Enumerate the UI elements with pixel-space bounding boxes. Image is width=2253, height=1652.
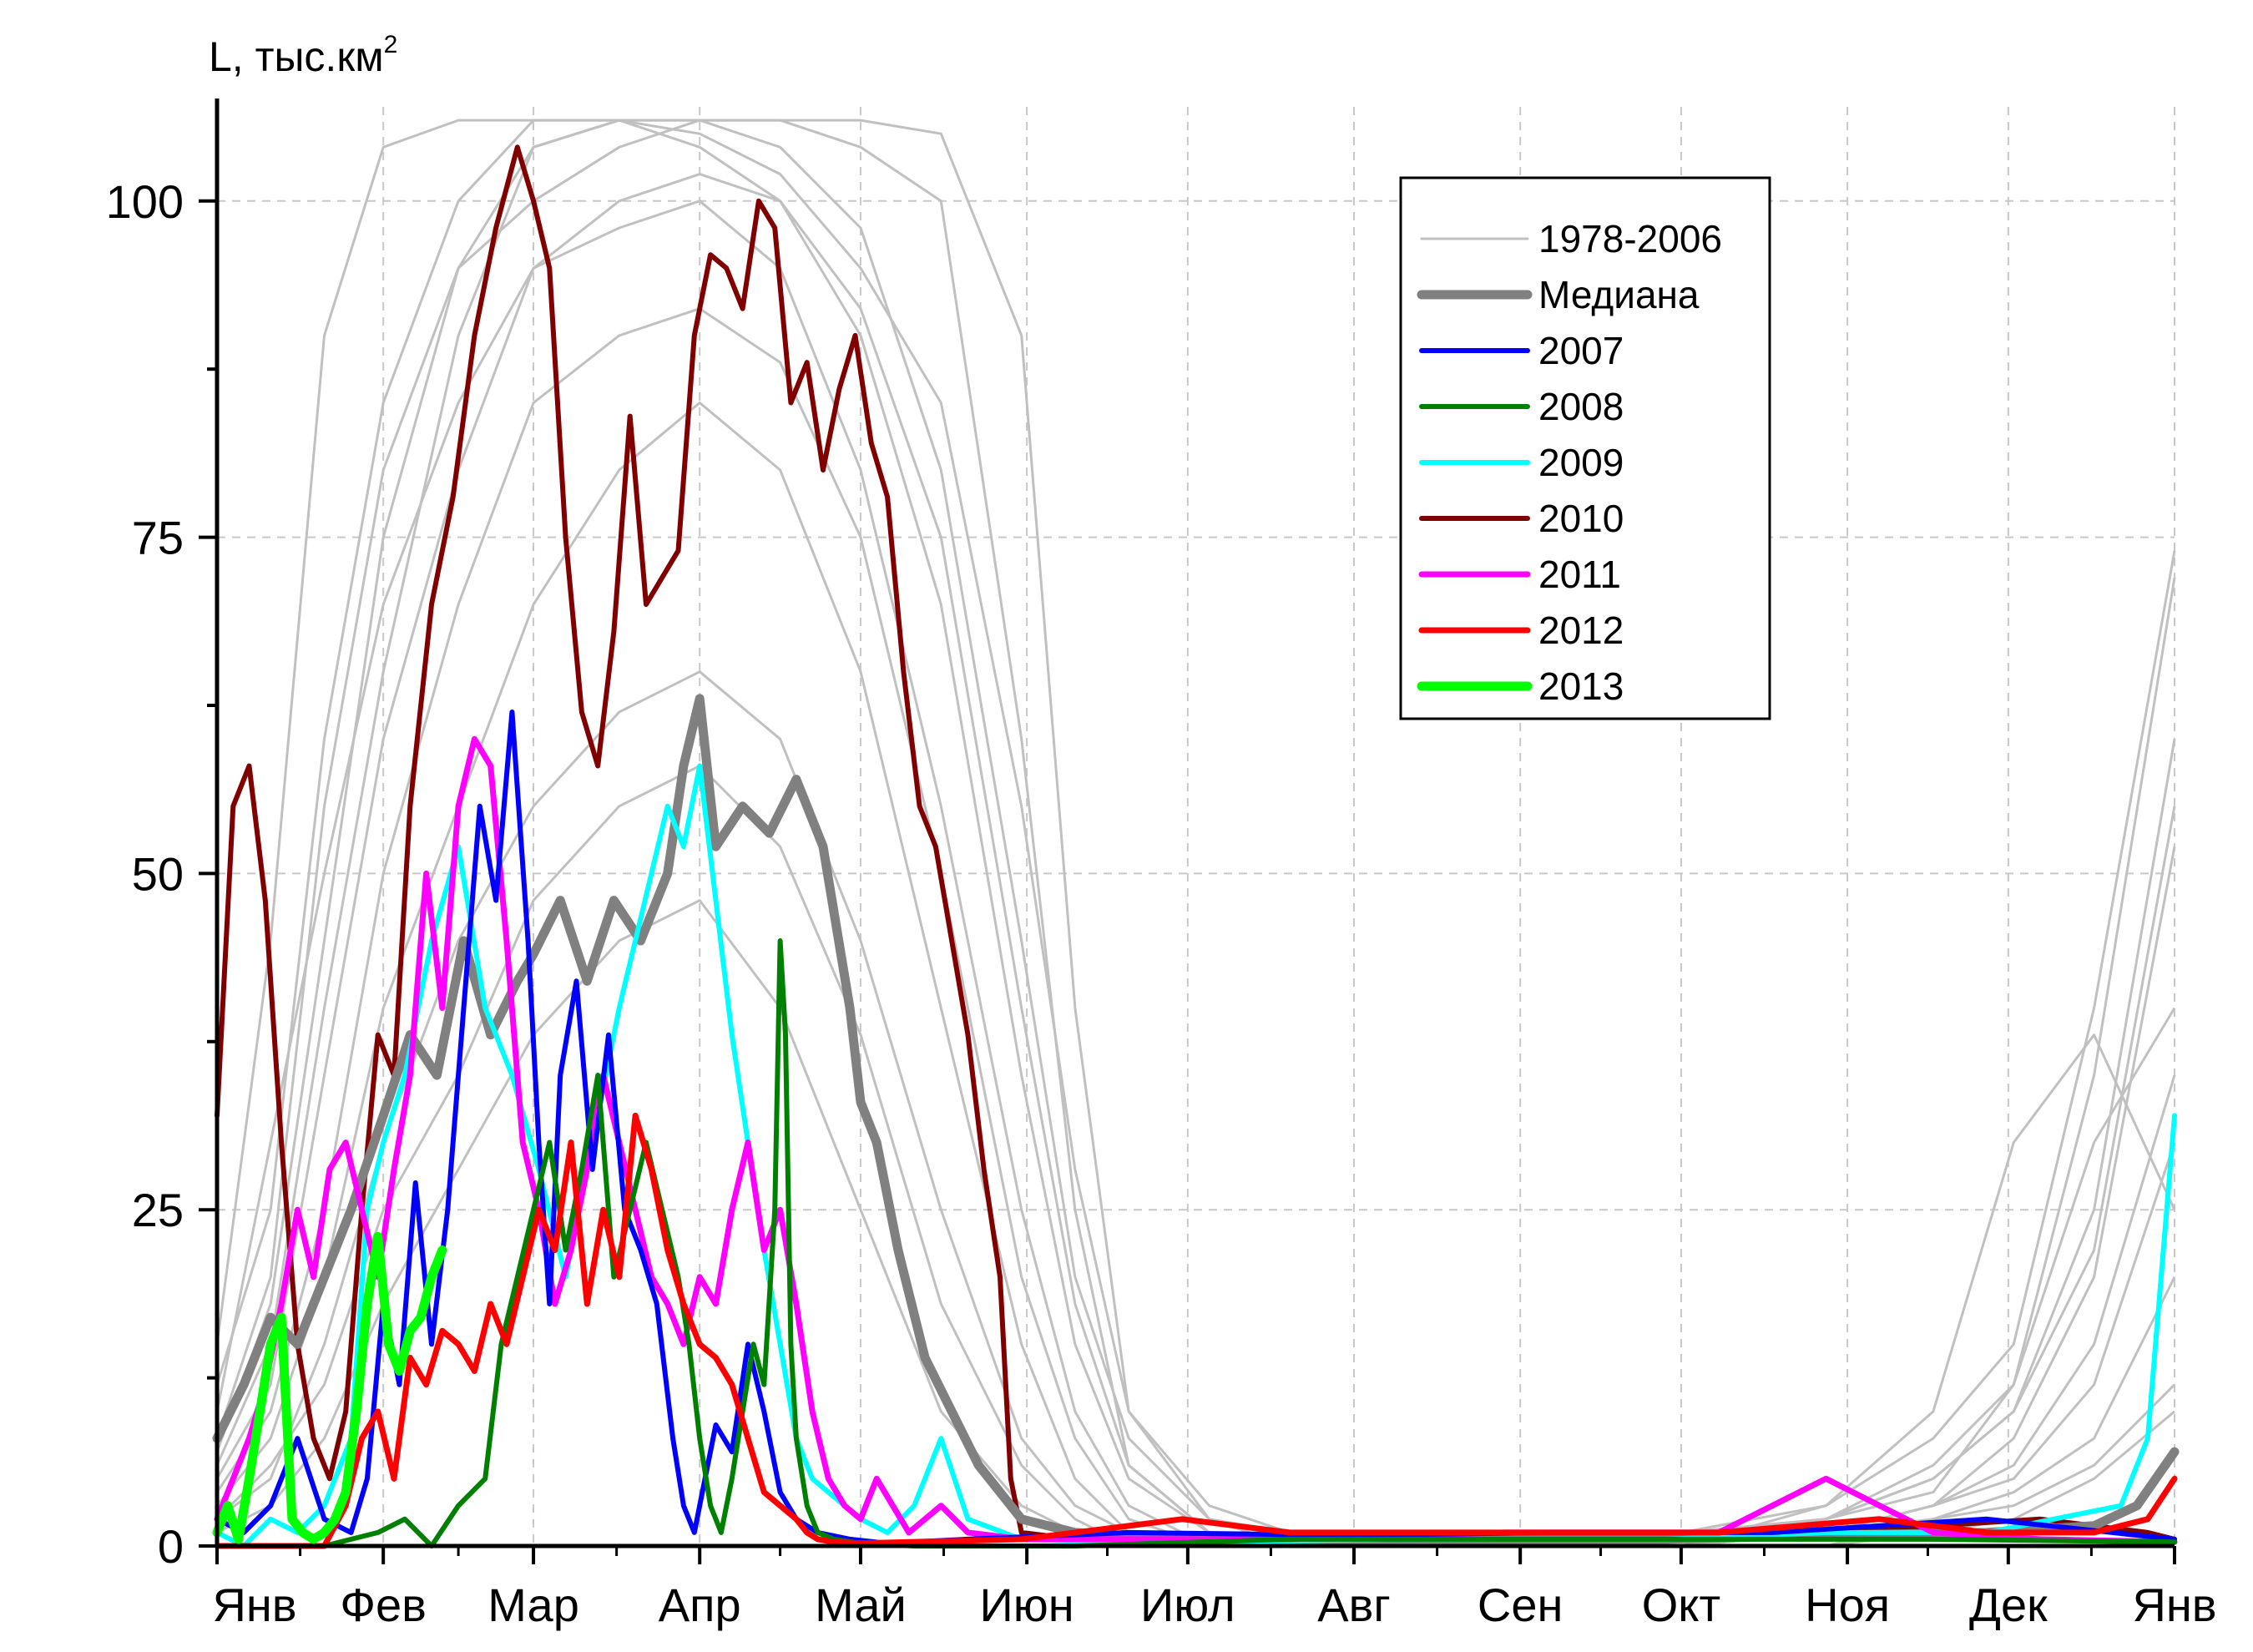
background-year-line [216, 670, 2176, 1548]
y-tick-label: 50 [132, 847, 184, 900]
grid-layer [217, 107, 2175, 1546]
legend-label: 2008 [1538, 385, 1624, 428]
series-line-Медиана [212, 694, 2180, 1544]
series-line-2012 [214, 1112, 2178, 1549]
y-tick-label: 0 [158, 1520, 184, 1573]
legend-label: 2009 [1538, 441, 1624, 484]
x-tick-label: Янв [2132, 1579, 2216, 1631]
y-axis-label: L, тыс.км2 [209, 31, 397, 80]
x-tick-label: Дек [1969, 1579, 2048, 1631]
legend-label: 2012 [1538, 609, 1624, 652]
series-line-2007 [215, 710, 2177, 1546]
x-tick-label: Авг [1317, 1579, 1391, 1631]
x-tick-label: Фев [340, 1579, 426, 1631]
x-tick-label: Июн [980, 1579, 1074, 1631]
legend-label: 2010 [1538, 497, 1624, 540]
x-tick-label: Янв [212, 1579, 296, 1631]
x-tick-label: Сен [1478, 1579, 1563, 1631]
x-tick-label: Ноя [1805, 1579, 1890, 1631]
series-line-2011 [214, 735, 2178, 1545]
legend-label: 2007 [1538, 329, 1624, 372]
legend-label: 1978-2006 [1538, 217, 1722, 260]
legend-label: 2013 [1538, 664, 1624, 708]
x-tick-label: Апр [659, 1579, 741, 1631]
y-tick-label: 100 [106, 175, 184, 228]
background-year-line [215, 765, 2176, 1548]
background-year-line [215, 119, 2176, 1548]
background-year-line [215, 119, 2176, 1534]
background-year-line [215, 173, 2176, 1548]
x-tick-label: Май [815, 1579, 907, 1631]
series-line-2009 [215, 763, 2177, 1548]
series-layer [212, 144, 2180, 1549]
x-tick-label: Окт [1642, 1579, 1720, 1631]
x-tick-label: Мар [487, 1579, 579, 1631]
legend: 1978-2006 Медиана 2007 2008 2009 2010 2011 2012… [1399, 176, 1771, 720]
series-line-2008 [215, 938, 2177, 1548]
series-line-2013 [212, 1231, 447, 1544]
legend-label: Медиана [1538, 273, 1700, 316]
ticks-layer: 0 25 50 75 100 Янв Фев Мар Апр Май Июн Июл Авг Сен Окт… [106, 175, 2217, 1631]
x-tick-label: Июл [1140, 1579, 1235, 1631]
y-tick-label: 25 [132, 1184, 184, 1236]
legend-label: 2011 [1538, 553, 1621, 596]
background-year-line [215, 119, 2176, 1548]
background-year-line [215, 307, 2176, 1548]
y-tick-label: 75 [132, 512, 184, 564]
background-year-line [215, 119, 2176, 1534]
